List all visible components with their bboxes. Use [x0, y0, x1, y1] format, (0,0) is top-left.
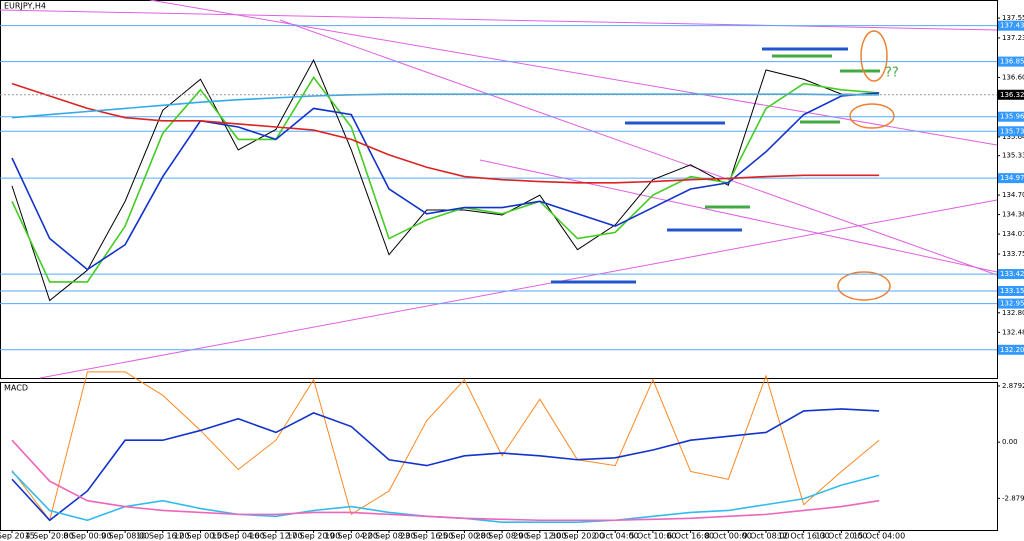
y-tick-label: -2.8792 — [1002, 494, 1024, 502]
x-tick-label: 5 Oct 10:00 — [629, 532, 676, 541]
y-tick-label: 135.337 — [1002, 152, 1024, 160]
level-label-box — [998, 298, 1024, 309]
level-label: 132.951 — [1000, 300, 1024, 308]
level-label: 135.966 — [1000, 113, 1024, 121]
y-tick-label: 134.387 — [1002, 211, 1024, 219]
x-tick-label: 23 Sep 16:00 — [400, 532, 453, 541]
x-tick-label: 22 Sep 08:00 — [362, 532, 415, 541]
x-tick-label: 13 Oct 20:00 — [815, 532, 867, 541]
level-label-box — [998, 20, 1024, 31]
series-line — [11, 93, 880, 119]
x-tick-label: 2 Oct 04:00 — [592, 532, 639, 541]
symbol-label: EURJPY,H4 — [4, 2, 46, 11]
series-line — [11, 75, 880, 283]
x-tick-label: 10 Sep 16:00 — [136, 532, 189, 541]
y-tick-label: 132.487 — [1002, 328, 1024, 336]
x-tick-label: 8 Sep 00:00 — [63, 532, 111, 541]
trendlines — [0, 0, 998, 379]
level-label-box — [998, 126, 1024, 137]
y-tick-label: 135.640 — [1002, 133, 1024, 141]
indicator-label: MACD — [4, 384, 28, 393]
y-tick-label: 132.802 — [1002, 309, 1024, 317]
level-label: 135.731 — [1000, 127, 1024, 135]
x-tick-label: 16 Sep 12:00 — [249, 532, 302, 541]
x-tick-label: 9 Sep 08:00 — [101, 532, 149, 541]
highlight-ellipses — [837, 30, 895, 301]
y-tick-label: 2.8792 — [1002, 382, 1024, 390]
level-label: 132.205 — [1000, 346, 1024, 354]
x-tick-label: 25 Sep 00:00 — [438, 532, 491, 541]
series-line — [11, 439, 880, 522]
level-label: 133.154 — [1000, 287, 1024, 295]
y-tick-label: 134.702 — [1002, 191, 1024, 199]
x-tick-label: 12 Oct 16:00 — [778, 532, 830, 541]
level-label-box — [998, 344, 1024, 355]
x-tick-label: 3 Sep 2015 — [0, 532, 35, 541]
series-line — [11, 371, 880, 522]
macd-panel — [0, 382, 998, 531]
x-tick-label: 12 Sep 00:00 — [174, 532, 227, 541]
y-tick-label: 134.072 — [1002, 230, 1024, 238]
level-label-box — [998, 111, 1024, 122]
y-tick-label: 133.750 — [1002, 250, 1024, 258]
x-tick-label: 29 Sep 12:00 — [513, 532, 566, 541]
x-tick-label: 8 Oct 00:00 — [705, 532, 752, 541]
series-line — [11, 408, 880, 522]
marked-levels — [551, 47, 848, 284]
x-tick-label: 19 Sep 04:00 — [325, 532, 378, 541]
marked-levels-green — [705, 54, 880, 209]
x-tick-label: 9 Oct 08:00 — [742, 532, 789, 541]
x-tick-label: 15 Oct 04:00 — [853, 532, 905, 541]
level-label: 133.427 — [1000, 270, 1024, 278]
level-label: 137.435 — [1000, 22, 1024, 30]
y-tick-label: 136.600 — [1002, 73, 1024, 81]
current-price-box — [998, 89, 1024, 100]
current-price-label: 136.320 — [1000, 91, 1024, 99]
level-label: 134.975 — [1000, 174, 1024, 182]
y-tick-label: 137.557 — [1002, 14, 1024, 22]
level-label-box — [998, 285, 1024, 296]
x-tick-label: 6 Oct 16:00 — [667, 532, 714, 541]
x-tick-label: 17 Sep 20:00 — [287, 532, 340, 541]
level-label: 136.855 — [1000, 58, 1024, 66]
level-label-box — [998, 56, 1024, 67]
level-label-box — [998, 173, 1024, 184]
level-label-box — [998, 269, 1024, 280]
y-tick-label: 0.00 — [1002, 438, 1018, 446]
x-tick-label: 28 Sep 08:00 — [475, 532, 528, 541]
x-tick-label: 15 Sep 04:00 — [211, 532, 264, 541]
annotation: ?? — [885, 66, 899, 81]
x-tick-label: 4 Sep 20:00 — [26, 532, 74, 541]
main-panel — [0, 0, 998, 379]
x-tick-label: 30 Sep 20:00 — [551, 532, 604, 541]
series-line — [11, 82, 880, 184]
y-tick-label: 137.237 — [1002, 34, 1024, 42]
